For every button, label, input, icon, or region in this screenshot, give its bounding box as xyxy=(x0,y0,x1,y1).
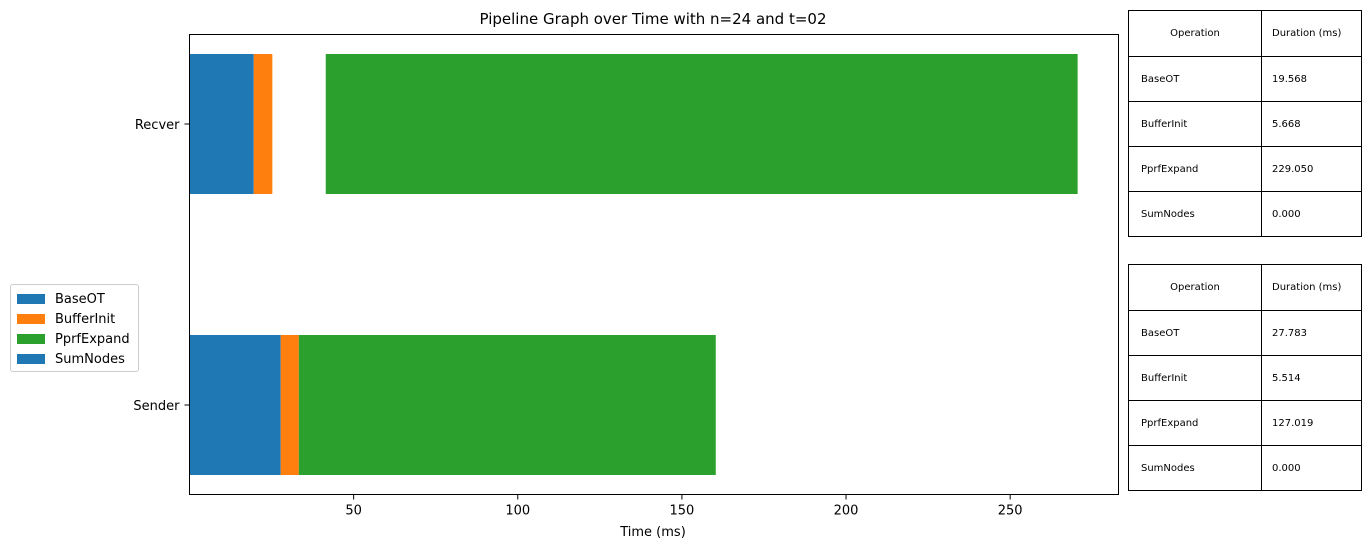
legend-swatch xyxy=(17,294,45,304)
table-cell: BaseOT xyxy=(1128,56,1262,102)
y-tick-label-recver: Recver xyxy=(135,118,180,133)
legend-label: BufferInit xyxy=(55,311,116,327)
legend: BaseOT BufferInit PprfExpand SumNodes xyxy=(10,284,139,372)
table-cell: BufferInit xyxy=(1128,355,1262,401)
legend-item-sumnodes: SumNodes xyxy=(17,351,125,367)
table-row: BaseOT 19.568 xyxy=(1128,56,1362,102)
legend-label: PprfExpand xyxy=(55,331,130,347)
table-cell: 229.050 xyxy=(1261,146,1362,192)
table-cell: 5.514 xyxy=(1261,355,1362,401)
table-cell: PprfExpand xyxy=(1128,400,1262,446)
table-cell: PprfExpand xyxy=(1128,146,1262,192)
bar-bufferinit-sender xyxy=(280,335,299,475)
table-row: PprfExpand 229.050 xyxy=(1128,146,1362,192)
x-tick-label: 250 xyxy=(998,504,1023,519)
table-header-cell: Duration (ms) xyxy=(1261,10,1362,57)
table-header-cell: Operation xyxy=(1128,10,1262,57)
table-cell: 0.000 xyxy=(1261,445,1362,491)
legend-item-baseot: BaseOT xyxy=(17,291,105,307)
table-row: BufferInit 5.668 xyxy=(1128,101,1362,147)
table-cell: 19.568 xyxy=(1261,56,1362,102)
legend-swatch xyxy=(17,334,45,344)
x-tick-label: 200 xyxy=(834,504,859,519)
y-tick-label-sender: Sender xyxy=(133,399,180,414)
table-row: PprfExpand 127.019 xyxy=(1128,400,1362,446)
legend-label: BaseOT xyxy=(55,291,105,307)
chart-title: Pipeline Graph over Time with n=24 and t… xyxy=(480,10,827,28)
x-tick-label: 100 xyxy=(505,504,530,519)
table-cell: SumNodes xyxy=(1128,191,1262,237)
legend-swatch xyxy=(17,314,45,324)
plot-frame xyxy=(189,34,1119,495)
x-tick-label: 50 xyxy=(345,504,362,519)
table-header-cell: Operation xyxy=(1128,264,1262,311)
legend-swatch xyxy=(17,354,45,364)
table-row: SumNodes 0.000 xyxy=(1128,191,1362,237)
table-cell: BaseOT xyxy=(1128,310,1262,356)
table-row: BaseOT 27.783 xyxy=(1128,310,1362,356)
legend-item-bufferinit: BufferInit xyxy=(17,311,115,327)
table-cell: 127.019 xyxy=(1261,400,1362,446)
bar-baseot-recver xyxy=(189,54,254,194)
bar-baseot-sender xyxy=(189,335,281,475)
table-cell: 27.783 xyxy=(1261,310,1362,356)
bar-pprfexpand-recver xyxy=(325,54,1078,194)
table-cell: BufferInit xyxy=(1128,101,1262,147)
x-tick-label: 150 xyxy=(669,504,694,519)
sender-duration-table: Operation Duration (ms) BaseOT 27.783 Buffer… xyxy=(1128,264,1362,491)
table-header-cell: Duration (ms) xyxy=(1261,264,1362,311)
table-cell: 0.000 xyxy=(1261,191,1362,237)
table-cell: SumNodes xyxy=(1128,445,1262,491)
recver-duration-table: Operation Duration (ms) BaseOT 19.568 Buffer… xyxy=(1128,10,1362,237)
table-row: BufferInit 5.514 xyxy=(1128,355,1362,401)
table-cell: 5.668 xyxy=(1261,101,1362,147)
x-axis-label: Time (ms) xyxy=(619,525,686,540)
legend-item-pprfexpand: PprfExpand xyxy=(17,331,130,347)
bar-bufferinit-recver xyxy=(253,54,273,194)
table-header-row: Operation Duration (ms) xyxy=(1128,264,1362,311)
bar-pprfexpand-sender xyxy=(298,335,716,475)
legend-label: SumNodes xyxy=(55,351,125,367)
table-row: SumNodes 0.000 xyxy=(1128,445,1362,491)
table-header-row: Operation Duration (ms) xyxy=(1128,10,1362,57)
